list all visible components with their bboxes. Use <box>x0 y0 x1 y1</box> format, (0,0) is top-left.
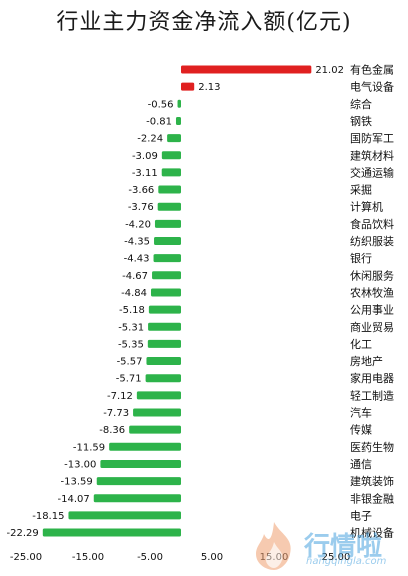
bar-25 <box>96 477 181 486</box>
bar-19 <box>145 374 181 383</box>
x-tick-label-3: -5.00 <box>137 552 163 563</box>
value-label-5: -2.24 <box>137 134 163 145</box>
category-label-20: 轻工制造 <box>350 388 394 402</box>
category-label-26: 非银金融 <box>350 491 394 505</box>
category-label-18: 房地产 <box>350 354 383 368</box>
category-label-6: 建筑材料 <box>350 148 394 162</box>
bar-13 <box>152 271 181 280</box>
bar-26 <box>93 494 181 503</box>
bars-group <box>42 65 312 537</box>
category-label-2: 电气设备 <box>350 80 394 94</box>
bar-10 <box>154 219 181 228</box>
category-label-1: 有色金属 <box>350 63 394 77</box>
bar-23 <box>109 442 181 451</box>
category-label-22: 传媒 <box>350 424 372 437</box>
bar-21 <box>133 408 181 417</box>
value-label-10: -4.20 <box>125 219 151 230</box>
value-label-25: -13.59 <box>60 477 92 488</box>
bar-27 <box>68 511 181 520</box>
category-label-17: 化工 <box>350 337 372 351</box>
value-label-13: -4.67 <box>122 271 148 282</box>
category-label-16: 商业贸易 <box>350 320 394 334</box>
category-label-19: 家用电器 <box>350 371 394 385</box>
category-label-5: 国防军工 <box>350 131 394 145</box>
value-label-19: -5.71 <box>116 374 142 385</box>
bar-17 <box>147 339 181 348</box>
value-label-16: -5.31 <box>118 322 144 333</box>
x-tick-label-4: 5.00 <box>201 552 223 563</box>
value-label-9: -3.76 <box>128 202 154 213</box>
value-label-20: -7.12 <box>107 391 133 402</box>
category-label-28: 机械设备 <box>350 526 394 540</box>
value-label-4: -0.81 <box>146 116 172 127</box>
value-labels-group: 21.02 2.13 -0.56 -0.81 -2.24 -3.09 -3.11 -3.66 -… <box>7 65 344 539</box>
value-label-24: -13.00 <box>64 459 96 470</box>
bar-3 <box>177 99 181 108</box>
value-label-8: -3.66 <box>128 185 154 196</box>
category-label-14: 农林牧渔 <box>350 285 394 299</box>
value-label-22: -8.36 <box>99 425 125 436</box>
category-labels-group: 有色金属电气设备综合钢铁国防军工建筑材料交通运输采掘计算机食品饮料纺织服装银行休… <box>350 63 394 540</box>
value-label-27: -18.15 <box>32 511 64 522</box>
category-label-3: 综合 <box>350 97 372 111</box>
flame-icon <box>256 522 291 570</box>
category-label-23: 医药生物 <box>350 440 394 454</box>
value-label-18: -5.57 <box>117 357 143 368</box>
value-label-2: 2.13 <box>198 82 220 93</box>
category-label-12: 银行 <box>350 251 372 265</box>
value-label-23: -11.59 <box>73 442 105 453</box>
bar-22 <box>129 425 181 434</box>
value-label-11: -4.35 <box>124 237 150 248</box>
category-label-7: 交通运输 <box>350 165 394 179</box>
bar-18 <box>146 357 181 366</box>
watermark-logo: 行情啦 hangqingla.com <box>246 520 386 572</box>
category-label-27: 电子 <box>350 509 372 522</box>
bar-14 <box>150 288 181 297</box>
chart-title: 行业主力资金净流入额(亿元) <box>56 10 352 35</box>
bar-1 <box>181 65 312 74</box>
bar-16 <box>148 322 181 331</box>
value-label-15: -5.18 <box>119 305 145 316</box>
value-label-3: -0.56 <box>148 99 174 110</box>
value-label-26: -14.07 <box>58 494 90 505</box>
category-label-21: 汽车 <box>350 406 372 420</box>
bar-8 <box>158 185 181 194</box>
value-label-12: -4.43 <box>124 254 150 265</box>
value-label-17: -5.35 <box>118 339 144 350</box>
bar-28 <box>42 528 181 537</box>
bar-4 <box>175 116 181 125</box>
x-tick-label-1: -25.00 <box>10 552 42 563</box>
bar-7 <box>161 168 181 177</box>
bar-24 <box>100 459 181 468</box>
watermark-text: 行情啦 <box>304 532 383 562</box>
value-label-28: -22.29 <box>7 528 39 539</box>
category-label-4: 钢铁 <box>350 115 372 128</box>
value-label-1: 21.02 <box>315 65 344 76</box>
category-label-11: 纺织服装 <box>350 234 394 248</box>
bar-6 <box>161 151 181 160</box>
bar-11 <box>154 237 181 245</box>
category-label-10: 食品饮料 <box>350 217 394 231</box>
bar-9 <box>157 202 181 211</box>
bar-2 <box>181 82 195 91</box>
bar-20 <box>136 391 181 400</box>
category-label-15: 公用事业 <box>350 304 394 317</box>
bar-5 <box>167 134 181 143</box>
category-label-9: 计算机 <box>350 200 383 214</box>
value-label-21: -7.73 <box>103 408 129 419</box>
value-label-14: -4.84 <box>121 288 147 299</box>
category-label-24: 通信 <box>350 458 372 471</box>
bar-15 <box>148 305 181 314</box>
value-label-6: -3.09 <box>132 151 158 162</box>
x-tick-label-2: -15.00 <box>72 552 104 563</box>
category-label-25: 建筑装饰 <box>350 474 394 488</box>
value-label-7: -3.11 <box>132 168 158 179</box>
watermark-subtext: hangqingla.com <box>306 556 387 567</box>
category-label-8: 采掘 <box>350 183 372 197</box>
x-tick-label-6: 25.00 <box>322 552 351 563</box>
bar-12 <box>153 254 181 263</box>
category-label-13: 休闲服务 <box>350 268 394 282</box>
